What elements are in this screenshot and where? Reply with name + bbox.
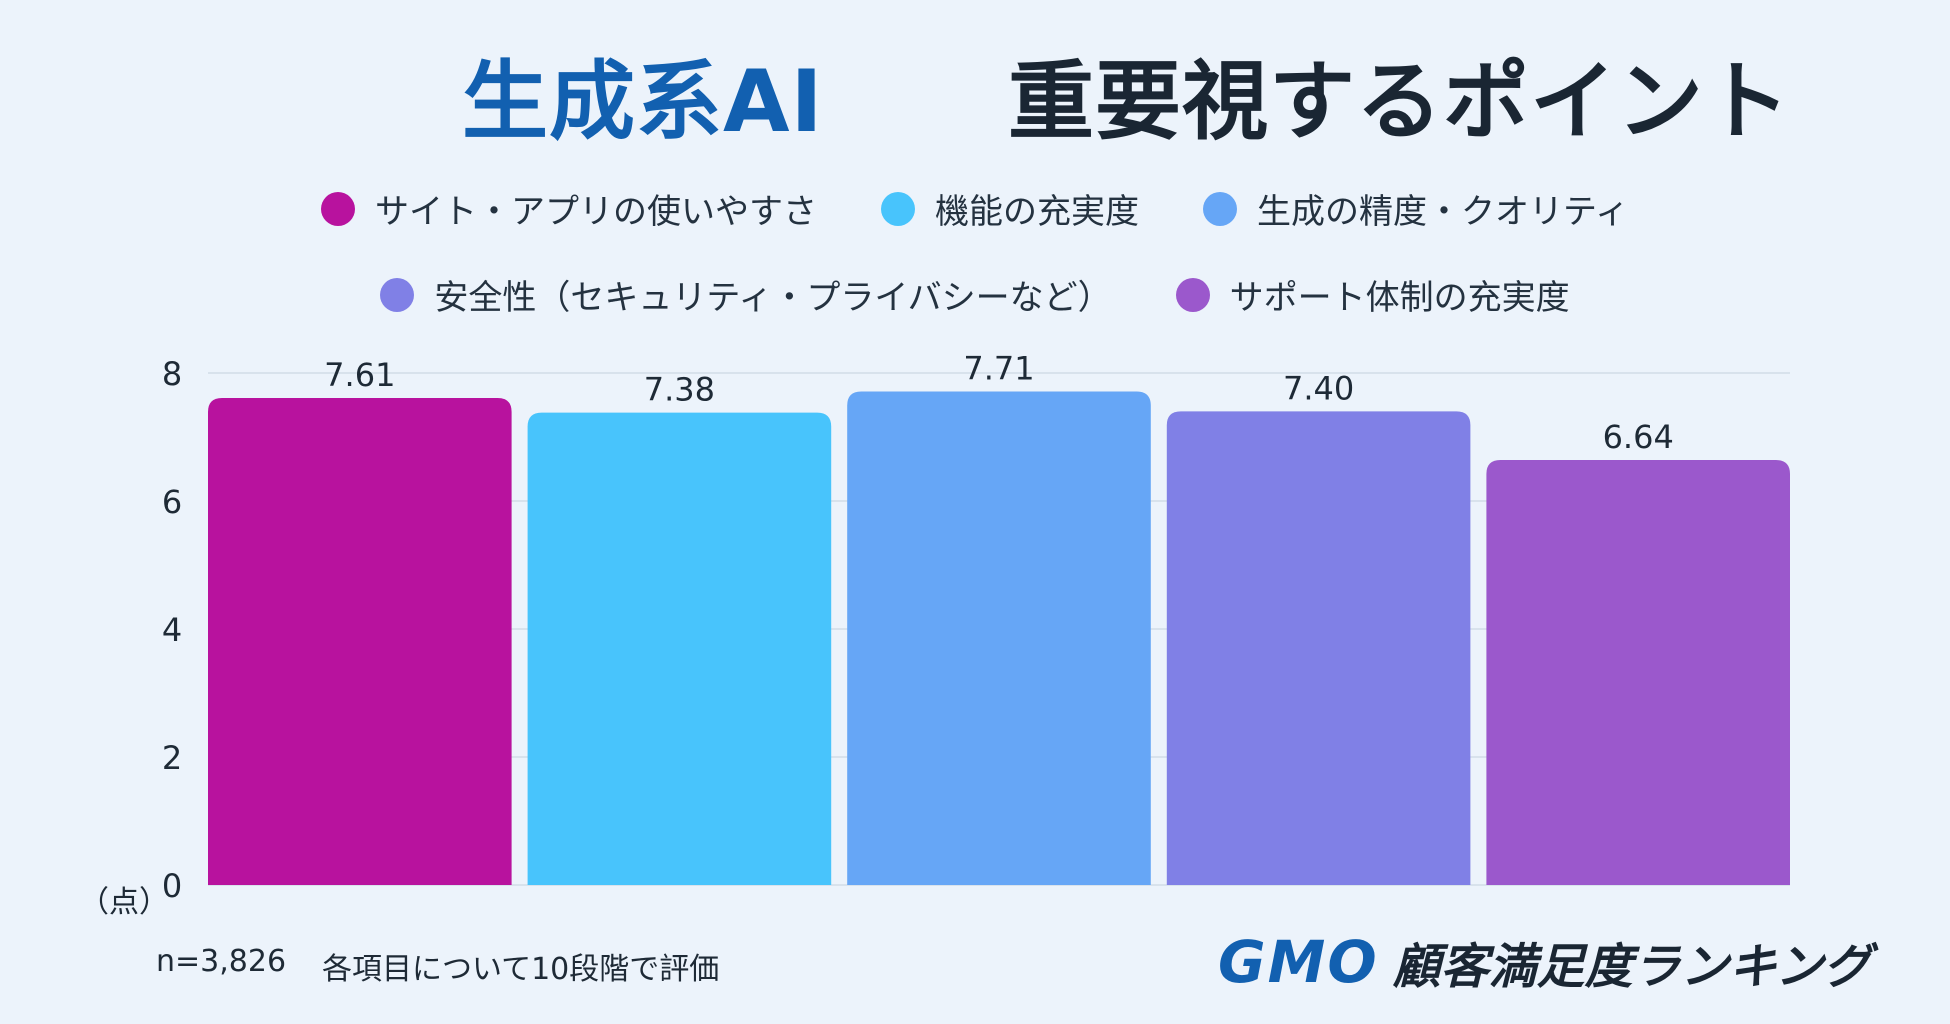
legend-item-usability: サイト・アプリの使いやすさ	[321, 184, 817, 233]
y-axis-ticks: 0 2 4 6 8	[162, 355, 182, 905]
sample-size-note: n=3,826	[156, 944, 287, 979]
y-tick-label: 6	[162, 483, 182, 521]
data-labels: 7.61 7.38 7.71 7.40 6.64	[324, 350, 1674, 456]
legend-label: 機能の充実度	[935, 192, 1140, 232]
chart-title: 生成系AI 重要視するポイント	[0, 52, 1950, 172]
legend-row-2: 安全性（セキュリティ・プライバシーなど） サポート体制の充実度	[0, 270, 1950, 319]
legend-swatch	[1175, 277, 1210, 312]
bar-value-label: 7.38	[644, 371, 715, 409]
legend-swatch	[321, 191, 356, 226]
bars	[208, 391, 1790, 885]
legend-row-1: サイト・アプリの使いやすさ 機能の充実度 生成の精度・クオリティ	[0, 184, 1950, 233]
bar-value-label: 7.61	[324, 356, 395, 394]
y-tick-label: 8	[162, 355, 182, 393]
brand-logo: GMO 顧客満足度ランキング	[1218, 926, 1871, 998]
bar	[208, 397, 512, 885]
legend-label: サポート体制の充実度	[1229, 278, 1570, 318]
bar-value-label: 6.64	[1603, 418, 1674, 456]
legend-item-security: 安全性（セキュリティ・プライバシーなど）	[380, 270, 1112, 319]
gmo-logo-mark: GMO	[1218, 928, 1379, 996]
legend-item-quality: 生成の精度・クオリティ	[1203, 184, 1629, 233]
bar-value-label: 7.71	[963, 350, 1034, 388]
title-secondary: 重要視するポイント	[1008, 52, 1791, 152]
legend-swatch	[380, 277, 415, 312]
y-tick-label: 0	[162, 867, 182, 905]
method-note: 各項目について10段階で評価	[322, 952, 720, 987]
legend-label: 生成の精度・クオリティ	[1257, 192, 1629, 232]
y-axis-title: （点）	[79, 885, 169, 920]
bar	[847, 391, 1151, 885]
legend-swatch	[881, 191, 916, 226]
bar	[527, 412, 832, 885]
y-tick-label: 2	[162, 739, 182, 777]
logo-text: 顧客満足度ランキング	[1392, 939, 1872, 995]
y-tick-label: 4	[162, 611, 182, 649]
legend-item-features: 機能の充実度	[881, 184, 1139, 233]
legend-label: 安全性（セキュリティ・プライバシーなど）	[434, 278, 1112, 318]
legend-item-support: サポート体制の充実度	[1175, 270, 1570, 319]
title-primary: 生成系AI	[462, 52, 824, 152]
legend-swatch	[1203, 191, 1238, 226]
bar-value-label: 7.40	[1283, 369, 1354, 407]
legend-label: サイト・アプリの使いやすさ	[375, 192, 818, 232]
bar	[1166, 411, 1471, 885]
bar	[1486, 460, 1790, 885]
